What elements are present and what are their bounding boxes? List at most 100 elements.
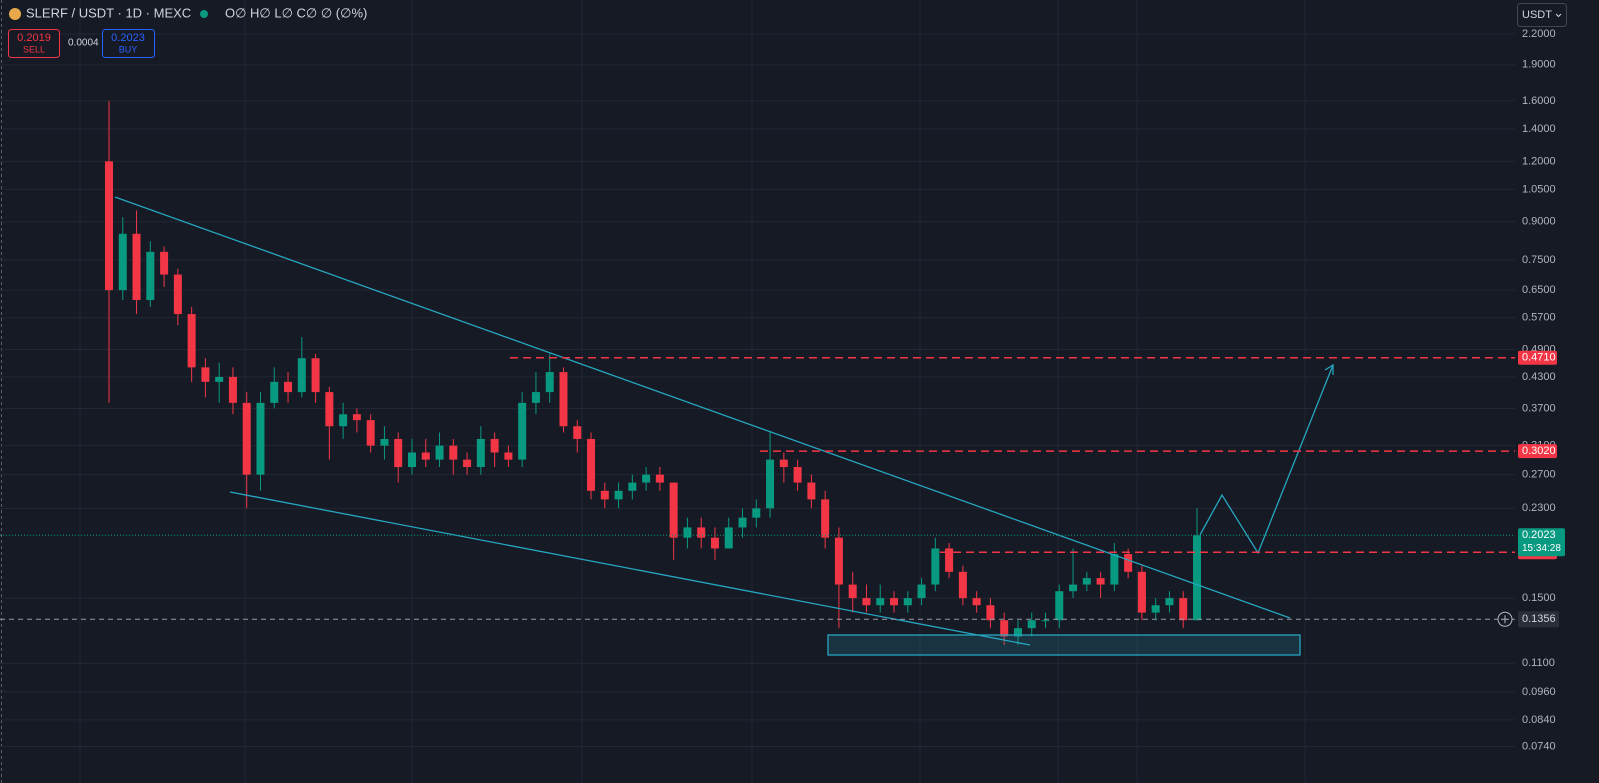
y-tick-label: 0.7500 (1522, 254, 1556, 266)
candle-body (724, 527, 733, 549)
candle-body (945, 548, 954, 572)
currency-dropdown[interactable] (1517, 3, 1567, 27)
candle-body (297, 358, 306, 393)
candle-body (118, 233, 127, 291)
y-tick-label: 0.0840 (1522, 714, 1556, 726)
y-tick-label: 1.6000 (1522, 95, 1556, 107)
candle-body (1165, 598, 1174, 606)
candle-body (986, 605, 995, 621)
y-tick-label: 0.5700 (1522, 312, 1556, 324)
overlays (0, 357, 1515, 627)
candle-body (903, 598, 912, 606)
upper-trendline (114, 196, 1291, 619)
candle-body (476, 438, 485, 468)
y-tick-label: 2.2000 (1522, 28, 1556, 40)
market-status (200, 10, 208, 18)
y-tick-label: 0.1500 (1522, 592, 1556, 604)
candle-body (256, 402, 265, 475)
candle-body (463, 459, 472, 468)
y-tick-label: 0.0740 (1522, 740, 1556, 752)
level-label: 0.4710 (1522, 352, 1556, 364)
candle-body (518, 402, 527, 460)
candle-body (793, 467, 802, 483)
candle-body (201, 367, 210, 382)
symbol-title[interactable]: SLERF / USDT · 1D · MEXC (26, 5, 191, 20)
candle-body (366, 420, 375, 446)
candle-body (1151, 605, 1160, 613)
price-axis (1515, 0, 1599, 783)
candle-body (1137, 571, 1146, 613)
y-tick-label: 0.6500 (1522, 284, 1556, 296)
candle-body (284, 381, 293, 393)
buy-price[interactable]: 0.2023 (111, 32, 145, 44)
candle-body (958, 571, 967, 599)
horizontal-grid (0, 33, 1515, 748)
candle-body (710, 537, 719, 549)
candle-body (1041, 620, 1050, 622)
y-tick-label: 0.9000 (1522, 216, 1556, 228)
candle-body (1000, 620, 1009, 637)
candle-body (1193, 535, 1201, 621)
candle-body (270, 381, 279, 403)
y-tick-label: 0.0960 (1522, 686, 1556, 698)
candle-body (890, 598, 899, 606)
dropdown-caret (1555, 13, 1562, 18)
sell-text[interactable]: SELL (23, 44, 45, 54)
last-price-label: 0.2023 (1522, 529, 1556, 541)
currency[interactable]: USDT (1522, 9, 1552, 21)
candle-body (1069, 584, 1078, 592)
candle-body (407, 452, 416, 468)
candle-body (132, 233, 141, 301)
candle-body (380, 438, 389, 446)
candle-body (862, 598, 871, 606)
candle-body (421, 452, 430, 460)
candle-body (821, 499, 830, 538)
spread: 0.0004 (68, 38, 99, 49)
candle-body (1096, 578, 1105, 585)
candle-body (325, 392, 334, 427)
candle-body (187, 314, 196, 368)
candle-body (683, 527, 692, 538)
projection-path (1199, 364, 1334, 555)
candle-body (876, 598, 885, 606)
ohlc-legend: O∅ H∅ L∅ C∅ ∅ (∅%) (225, 5, 367, 20)
candle-body (545, 372, 554, 393)
candle-body (559, 372, 568, 427)
candle-body (807, 482, 816, 500)
candle-body (1055, 591, 1064, 621)
candle-body (1179, 598, 1188, 621)
y-tick-label: 0.1100 (1522, 657, 1555, 669)
buy-button[interactable] (102, 29, 155, 58)
candle-body (614, 490, 623, 500)
candle-body (1110, 554, 1119, 585)
y-tick-label: 0.2700 (1522, 469, 1556, 481)
candle-body (1027, 620, 1036, 629)
candle-body (435, 445, 444, 460)
projection-arrowhead (1324, 363, 1334, 375)
candle-body (600, 490, 609, 500)
sell-price[interactable]: 0.2019 (17, 32, 51, 44)
candle-body (669, 482, 678, 538)
candle-body (449, 445, 458, 460)
last-price-tag (1518, 528, 1565, 557)
countdown: 15:34:28 (1522, 543, 1561, 554)
y-tick-label: 0.2300 (1522, 502, 1556, 514)
candle-body (1013, 628, 1022, 637)
buy-text[interactable]: BUY (119, 44, 138, 54)
candle-body (573, 426, 582, 439)
sell-button[interactable] (8, 29, 60, 58)
candle-body (215, 376, 224, 382)
candle-body (697, 527, 706, 538)
candle-body (642, 474, 651, 483)
candle-body (242, 402, 251, 475)
candle-body (972, 598, 981, 606)
candle-body (531, 392, 540, 403)
candle-body (504, 452, 513, 460)
candle-body (339, 414, 348, 427)
y-tick-label: 1.2000 (1522, 155, 1556, 167)
crosshair-label: 0.1356 (1522, 613, 1556, 625)
level-tag (1518, 444, 1557, 459)
candle-body (394, 438, 403, 468)
